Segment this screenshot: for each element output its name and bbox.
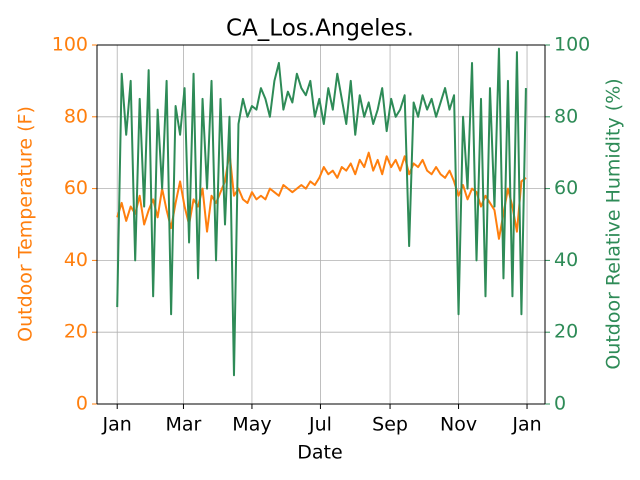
x-tick-label: Mar xyxy=(166,414,202,436)
x-tick-label: Jul xyxy=(308,414,332,436)
y-tick-label: 100 xyxy=(52,34,88,56)
y-tick-label: 40 xyxy=(64,249,88,271)
y2-tick-label: 100 xyxy=(554,34,590,56)
x-axis-label: Date xyxy=(297,442,342,464)
y-tick-label: 80 xyxy=(64,105,88,127)
y2-tick-label: 60 xyxy=(554,177,578,199)
x-tick-label: Nov xyxy=(440,414,477,436)
y-axis-label: Outdoor Temperature (F) xyxy=(15,106,37,342)
y2-tick-label: 80 xyxy=(554,105,578,127)
data-line xyxy=(116,151,527,240)
data-line xyxy=(116,47,527,377)
y-tick-label: 60 xyxy=(64,177,88,199)
x-tick-label: Jan xyxy=(102,414,132,436)
y-tick-label: 20 xyxy=(64,321,88,343)
y-tick-label: 0 xyxy=(76,393,88,415)
x-tick-label: Jan xyxy=(511,414,541,436)
x-tick-label: Sep xyxy=(372,414,408,436)
y2-axis-label: Outdoor Relative Humidity (%) xyxy=(603,78,625,369)
x-tick-label: May xyxy=(232,414,271,436)
y2-tick-label: 0 xyxy=(554,393,566,415)
y2-tick-label: 20 xyxy=(554,321,578,343)
chart-title: CA_Los.Angeles. xyxy=(226,16,414,42)
y2-tick-label: 40 xyxy=(554,249,578,271)
